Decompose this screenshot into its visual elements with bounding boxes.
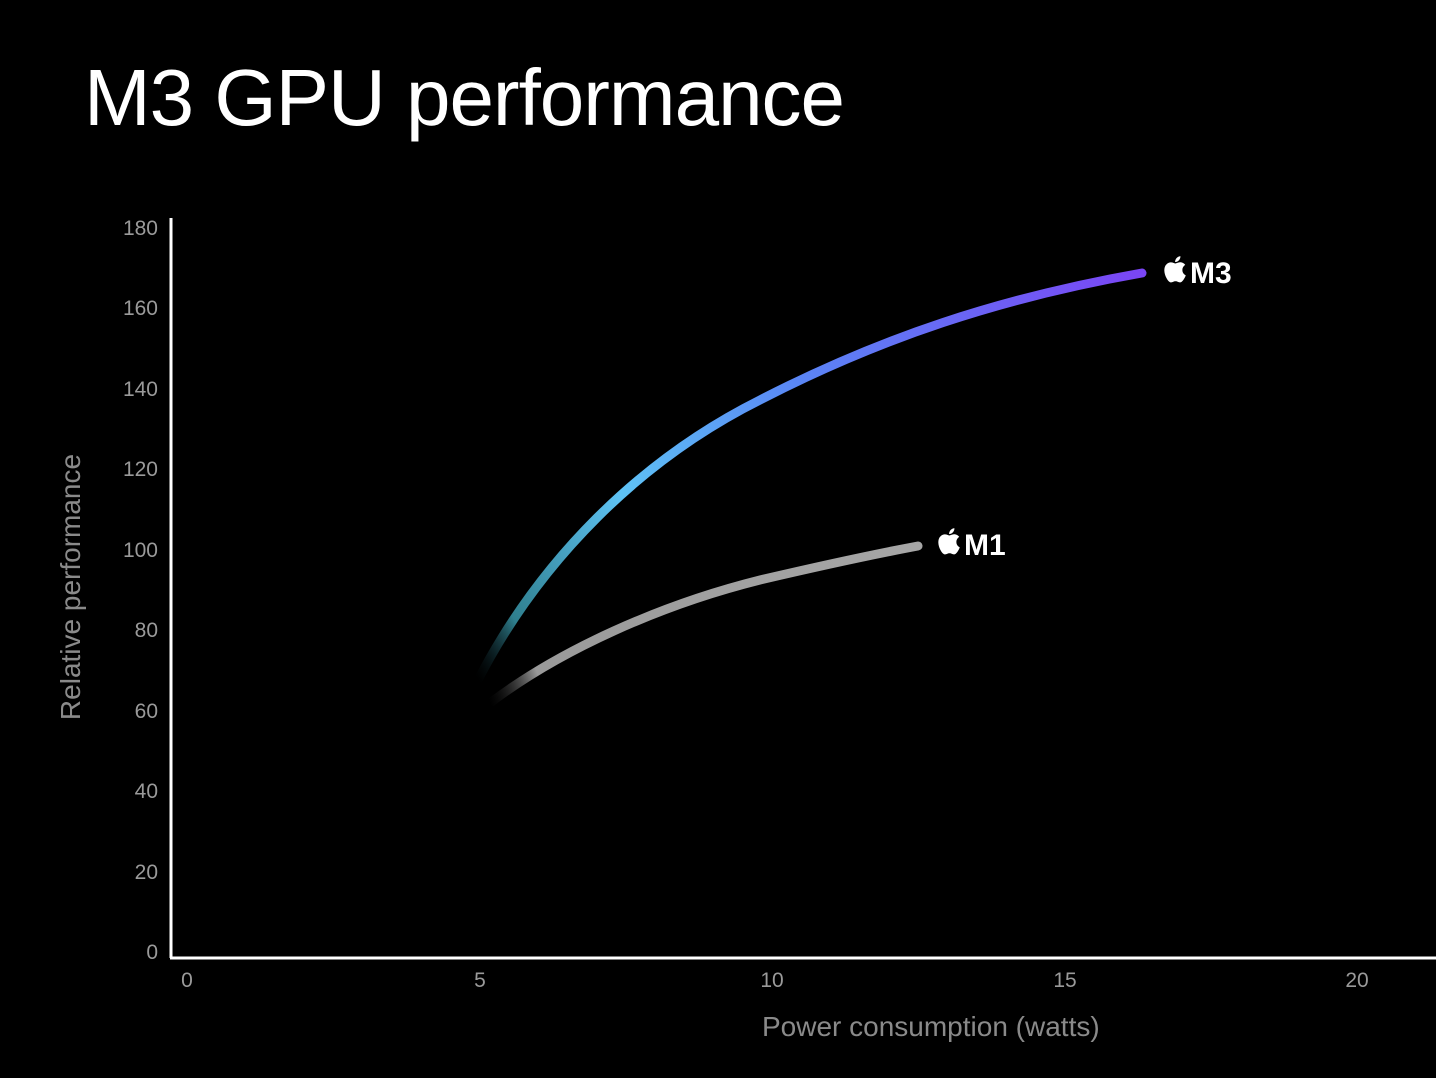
- y-tick: 20: [135, 861, 158, 884]
- m3-label-text: M3: [1190, 257, 1232, 290]
- y-tick: 60: [135, 700, 158, 723]
- m3-series-line: [473, 268, 1147, 685]
- x-tick: 0: [181, 969, 193, 992]
- m3-series-label: M3: [1164, 256, 1232, 290]
- apple-logo-icon: [938, 528, 960, 555]
- y-tick: 80: [135, 619, 158, 642]
- x-tick: 5: [474, 969, 486, 992]
- m1-series-line: [485, 541, 923, 708]
- y-tick: 100: [123, 539, 158, 562]
- slide-title: M3 GPU performance: [84, 53, 845, 142]
- m1-label-text: M1: [964, 529, 1006, 562]
- y-tick: 140: [123, 378, 158, 401]
- x-axis-label: Power consumption (watts): [762, 1011, 1100, 1042]
- y-tick: 180: [123, 217, 158, 240]
- x-axis-ticks: 0 5 10 15 20: [181, 969, 1369, 992]
- y-tick: 0: [146, 941, 158, 964]
- y-axis-ticks: 180 160 140 120 100 80 60 40 20 0: [123, 217, 158, 964]
- x-tick: 20: [1345, 969, 1368, 992]
- x-tick: 10: [760, 969, 783, 992]
- apple-logo-icon: [1164, 256, 1186, 283]
- y-tick: 160: [123, 297, 158, 320]
- y-axis-label: Relative performance: [55, 454, 86, 720]
- y-tick: 120: [123, 458, 158, 481]
- m1-series-label: M1: [938, 528, 1006, 562]
- y-tick: 40: [135, 780, 158, 803]
- x-tick: 15: [1053, 969, 1076, 992]
